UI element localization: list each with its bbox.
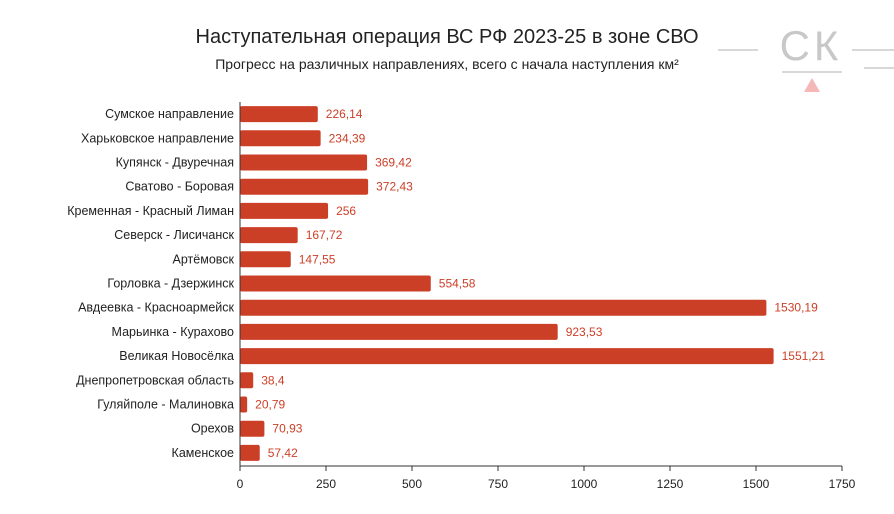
- category-label: Артёмовск: [173, 252, 235, 266]
- x-tick-label: 1500: [743, 477, 770, 491]
- data-label: 256: [336, 204, 356, 218]
- category-label: Харьковское направление: [81, 131, 234, 145]
- bar: [240, 106, 318, 123]
- x-tick-label: 0: [237, 477, 244, 491]
- bar: [240, 202, 329, 219]
- x-tick-label: 750: [488, 477, 508, 491]
- x-tick-label: 250: [316, 477, 336, 491]
- bar: [240, 420, 265, 437]
- bar: [240, 227, 298, 244]
- data-label: 226,14: [326, 107, 363, 121]
- data-label: 1551,21: [782, 349, 826, 363]
- x-tick-label: 1000: [571, 477, 598, 491]
- bar: [240, 396, 248, 413]
- bar: [240, 275, 431, 292]
- category-label: Великая Новосёлка: [119, 349, 234, 363]
- data-label: 147,55: [299, 252, 336, 266]
- bar: [240, 178, 369, 195]
- chart-subtitle: Прогресс на различных направлениях, всег…: [215, 56, 679, 72]
- data-label: 70,93: [272, 422, 302, 436]
- bar: [240, 130, 321, 147]
- category-label: Горловка - Дзержинск: [107, 277, 234, 291]
- category-label: Гуляйполе - Малиновка: [97, 398, 234, 412]
- data-label: 369,42: [375, 156, 412, 170]
- logo-text: СК: [780, 22, 843, 69]
- chart-title: Наступательная операция ВС РФ 2023-25 в …: [195, 26, 699, 48]
- category-label: Орехов: [191, 422, 234, 436]
- bar: [240, 299, 767, 316]
- bar: [240, 348, 774, 365]
- category-label: Сватово - Боровая: [125, 180, 234, 194]
- data-label: 234,39: [329, 131, 366, 145]
- data-label: 372,43: [376, 180, 413, 194]
- bar: [240, 372, 254, 389]
- data-label: 923,53: [566, 325, 603, 339]
- category-label: Днепропетровская область: [76, 373, 234, 387]
- data-label: 38,4: [261, 373, 285, 387]
- category-label: Купянск - Двуречная: [116, 156, 234, 170]
- bar: [240, 251, 291, 268]
- data-label: 554,58: [439, 277, 476, 291]
- x-tick-label: 1750: [829, 477, 856, 491]
- bar: [240, 154, 368, 171]
- category-label: Авдеевка - Красноармейск: [78, 301, 234, 315]
- category-label: Сумское направление: [105, 107, 234, 121]
- category-label: Каменское: [172, 446, 234, 460]
- category-label: Северск - Лисичанск: [114, 228, 234, 242]
- bar: [240, 323, 558, 340]
- data-label: 1530,19: [774, 301, 818, 315]
- data-label: 20,79: [255, 398, 285, 412]
- category-label: Марьинка - Курахово: [112, 325, 235, 339]
- category-label: Кременная - Красный Лиман: [67, 204, 234, 218]
- x-tick-label: 1250: [657, 477, 684, 491]
- x-tick-label: 500: [402, 477, 422, 491]
- data-label: 167,72: [306, 228, 343, 242]
- bar: [240, 444, 260, 461]
- data-label: 57,42: [268, 446, 298, 460]
- logo-watermark: СК: [718, 22, 894, 92]
